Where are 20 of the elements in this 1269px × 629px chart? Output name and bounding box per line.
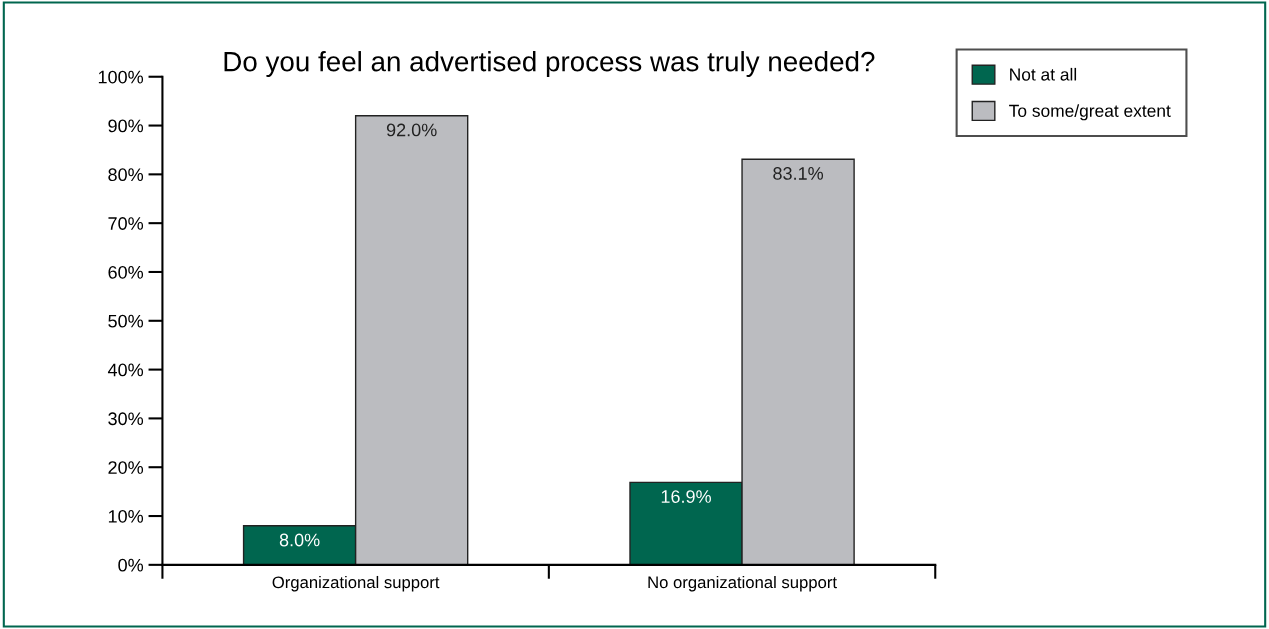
legend-label: To some/great extent: [1009, 104, 1171, 121]
y-tick-label: 70%: [108, 217, 144, 230]
x-tick-label: Organizational support: [272, 575, 440, 592]
legend-label: Not at all: [1010, 67, 1077, 81]
y-tick-label: 20%: [108, 461, 144, 474]
y-tick-label: 100%: [98, 70, 144, 84]
data-label: 16.9%: [661, 490, 711, 503]
y-tick-label: 0%: [118, 558, 144, 572]
y-tick-label: 50%: [108, 314, 144, 328]
y-tick-label: 90%: [108, 119, 144, 133]
y-tick-label: 40%: [107, 363, 144, 377]
data-label: 83.1%: [773, 167, 824, 180]
x-tick-label: No organizational support: [648, 575, 837, 592]
data-label: 8.0%: [279, 533, 320, 547]
y-tick-label: 10%: [108, 509, 144, 523]
chart-title: Do you feel an advertised process was truly needed?: [224, 51, 875, 77]
y-tick-label: 80%: [108, 168, 144, 182]
data-label: 92.0%: [386, 123, 437, 137]
y-tick-label: 60%: [108, 265, 144, 279]
y-tick-label: 30%: [108, 412, 144, 426]
